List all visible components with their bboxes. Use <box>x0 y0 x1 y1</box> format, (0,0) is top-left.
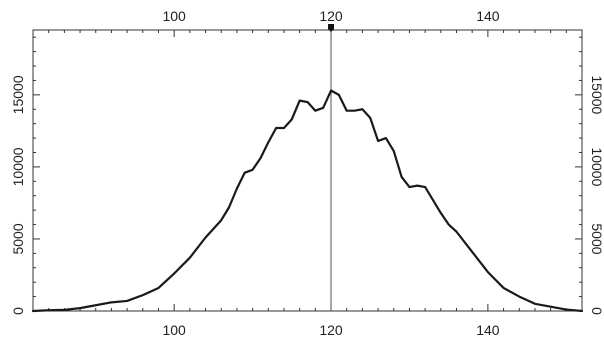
y-tick-label-right: 5000 <box>589 223 604 254</box>
x-tick-label-bottom: 140 <box>476 322 500 338</box>
series-line-0 <box>31 89 584 313</box>
y-tick-label-left: 10000 <box>10 147 26 186</box>
y-tick-label-left: 0 <box>10 307 26 315</box>
x-tick-label-top: 100 <box>162 8 186 24</box>
y-tick-label-right: 10000 <box>589 147 604 186</box>
x-tick-label-bottom: 120 <box>319 322 343 338</box>
x-tick-label-top: 140 <box>476 8 500 24</box>
y-tick-label-right: 0 <box>589 307 604 315</box>
x-tick-label-bottom: 100 <box>162 322 186 338</box>
y-tick-label-left: 5000 <box>10 223 26 254</box>
y-tick-label-right: 15000 <box>589 75 604 114</box>
x-tick-label-top: 120 <box>319 8 343 24</box>
plot-frame <box>32 29 583 312</box>
cursor-marker <box>328 24 335 32</box>
y-tick-label-left: 15000 <box>10 75 26 114</box>
